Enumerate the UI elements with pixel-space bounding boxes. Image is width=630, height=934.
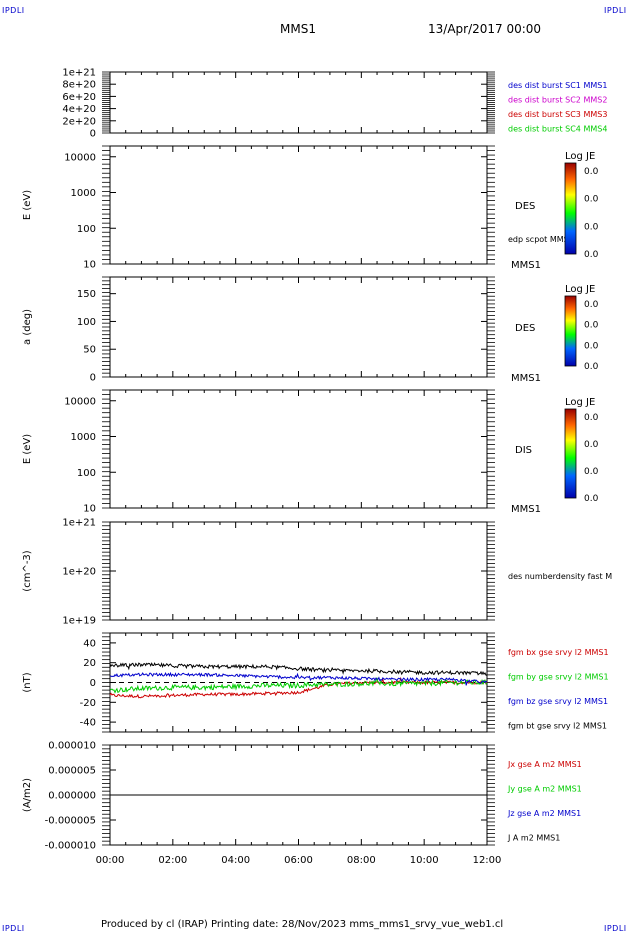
panel-7-ytick-label: 0.000010 [48,741,96,752]
panel-4-ytick-label: 1000 [71,432,96,443]
panel-2-line-label: edp scpot MMS1 [508,235,574,244]
panel-6-ytick-label: -40 [80,718,96,729]
panel-4-ytick-label: 10 [83,504,96,515]
panel-6-legend-3: fgm bz gse srvy l2 MMS1 [508,697,608,706]
xtick-label: 12:00 [473,855,502,866]
panel-2-ytick-label: 1000 [71,188,96,199]
panel-3-colorbar-tick: 0.0 [584,300,599,310]
panel-1-ytick-label: 1e+21 [62,68,96,79]
xtick-label: 08:00 [347,855,376,866]
panel-4-ylabel: E (eV) [22,434,33,464]
panel-6-ytick-label: -20 [80,698,96,709]
panel-6-ytick-label: 0 [90,678,96,689]
panel-6-series-2 [109,677,488,694]
panel-2-colorbar-tick: 0.0 [584,167,599,177]
panel-2-colorbar-tick: 0.0 [584,222,599,232]
panel-5-ytick-label: 1e+21 [62,518,96,529]
panel-2-ytick-label: 10 [83,260,96,271]
panel-5-legend-1: des numberdensity fast M [508,572,612,581]
panel-6-legend-4: fgm bt gse srvy l2 MMS1 [508,722,607,731]
panel-2-ylabel: E (eV) [22,190,33,220]
panel-3-species-label: DES [515,323,535,334]
panel-3-ytick-label: 50 [83,345,96,356]
panel-4-colorbar-tick: 0.0 [584,413,599,423]
panel-1-legend-4: des dist burst SC4 MMS4 [508,125,607,134]
panel-3-ytick-label: 150 [77,289,96,300]
datetime-title: 13/Apr/2017 00:00 [428,22,542,36]
panel-5-ylabel: (cm^-3) [22,550,33,591]
panel-6-legend-2: fgm by gse srvy l2 MMS1 [508,673,609,682]
panel-2-species-label: DES [515,201,535,212]
panel-3-colorbar-tick: 0.0 [584,321,599,331]
panel-7-legend-2: Jy gse A m2 MMS1 [507,785,582,794]
spacecraft-title: MMS1 [280,22,316,36]
panel-6-series-4 [109,662,488,676]
panel-2-colorbar-tick: 0.0 [584,195,599,205]
panel-1-legend-1: des dist burst SC1 MMS1 [508,81,607,90]
panel-7-legend-4: J A m2 MMS1 [507,834,560,843]
panel-4-sc-label: MMS1 [511,504,541,515]
panel-6-legend-1: fgm bx gse srvy l2 MMS1 [508,648,609,657]
corner-label-tl: IPDLI [2,6,25,15]
panel-6-ytick-label: 20 [83,658,96,669]
xtick-label: 06:00 [284,855,313,866]
panel-5-frame [109,521,488,621]
panel-2-colorbar [564,162,577,255]
panel-7-ytick-label: 0.000000 [48,791,96,802]
panel-2-ytick-label: 100 [77,224,96,235]
panel-2-frame [109,145,488,265]
panel-3-colorbar [564,295,577,367]
panel-4-ytick-label: 10000 [64,396,96,407]
panel-1-legend-2: des dist burst SC2 MMS2 [508,96,607,105]
panel-2-ytick-label: 10000 [64,152,96,163]
panel-6-series-1 [109,676,488,699]
panel-1-ytick-label: 2e+20 [62,116,96,127]
panel-4-ytick-label: 100 [77,468,96,479]
panel-6-ylabel: (nT) [22,672,33,692]
panel-3-ylabel: a (deg) [22,309,33,345]
corner-label-tr: IPDLI [604,6,627,15]
panel-4-species-label: DIS [515,445,532,456]
panel-4-colorbar-tick: 0.0 [584,440,599,450]
panel-4-colorbar [564,408,577,499]
panel-3-ytick-label: 100 [77,317,96,328]
panel-4-colorbar-tick: 0.0 [584,494,599,504]
panel-7-legend-1: Jx gse A m2 MMS1 [507,760,582,769]
panel-7-ytick-label: -0.000010 [45,841,96,852]
panel-2-colorbar-tick: 0.0 [584,250,599,260]
panel-3-ytick-label: 0 [90,373,96,384]
panel-2-sc-label: MMS1 [511,260,541,271]
panel-3-colorbar-tick: 0.0 [584,341,599,351]
footer-credit: Produced by cl (IRAP) Printing date: 28/… [101,919,504,930]
panel-1-ytick-label: 0 [90,129,96,140]
panel-3-frame [109,276,488,378]
panel-1-frame [109,71,488,134]
panel-3-colorbar-title: Log JE [565,284,595,295]
panel-6-series-3 [109,671,488,686]
panel-4-frame [109,389,488,509]
panel-1-ytick-label: 8e+20 [62,80,96,91]
panel-7-ylabel: (A/m2) [22,778,33,812]
panel-3-colorbar-tick: 0.0 [584,362,599,372]
xtick-label: 00:00 [96,855,125,866]
corner-label-bl: IPDLI [2,924,25,933]
panel-4-colorbar-title: Log JE [565,397,595,408]
panel-1-ytick-label: 6e+20 [62,92,96,103]
panel-5-ytick-label: 1e+19 [62,616,96,627]
panel-2-colorbar-title: Log JE [565,151,595,162]
panel-7-legend-3: Jz gse A m2 MMS1 [507,809,581,818]
panel-1-legend-3: des dist burst SC3 MMS3 [508,110,607,119]
panel-7-ytick-label: 0.000005 [48,766,96,777]
panel-1-ytick-label: 4e+20 [62,104,96,115]
xtick-label: 04:00 [221,855,250,866]
xtick-label: 02:00 [158,855,187,866]
panel-3-sc-label: MMS1 [511,373,541,384]
xtick-label: 10:00 [410,855,439,866]
corner-label-br: IPDLI [604,924,627,933]
panel-6-ytick-label: 40 [83,638,96,649]
panel-5-ytick-label: 1e+20 [62,567,96,578]
panel-4-colorbar-tick: 0.0 [584,467,599,477]
panel-7-ytick-label: -0.000005 [45,816,96,827]
